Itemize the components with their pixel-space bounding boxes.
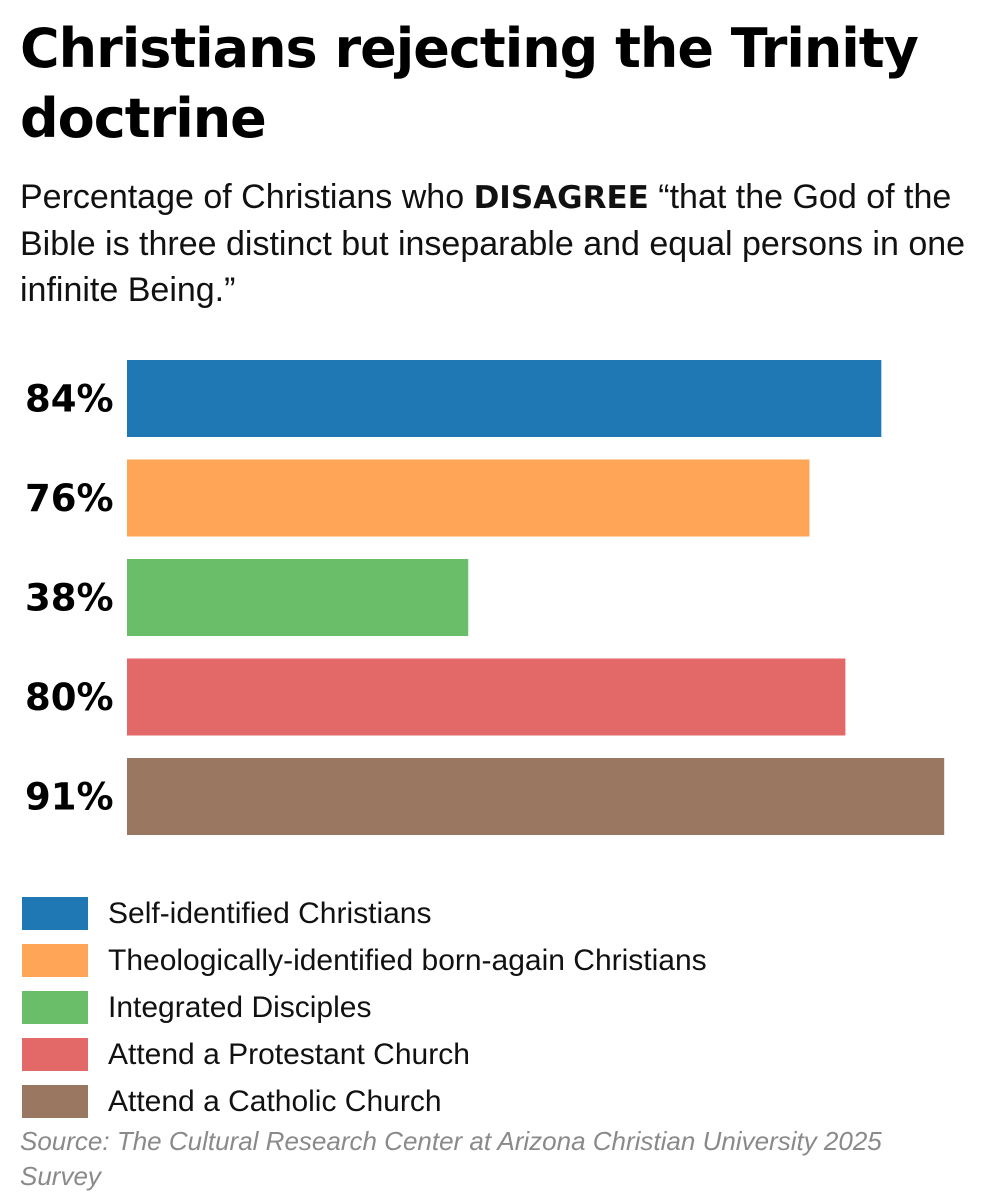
bar-value-label-4: 80%	[25, 676, 114, 719]
legend-label: Attend a Protestant Church	[108, 1037, 470, 1071]
bar-3	[127, 559, 469, 636]
subtitle-emphasis: DISAGREE	[473, 180, 649, 216]
legend-item: Attend a Catholic Church	[22, 1078, 707, 1125]
legend-swatch	[22, 897, 88, 930]
bar-5	[127, 758, 945, 835]
bar-4	[127, 658, 846, 736]
legend-swatch	[22, 991, 88, 1024]
legend-item: Integrated Disciples	[22, 984, 707, 1031]
legend-item: Theologically-identified born-again Chri…	[22, 937, 707, 984]
chart-title: Christians rejecting the Trinity doctrin…	[20, 17, 919, 150]
bar-value-label-1: 84%	[25, 378, 114, 421]
legend-label: Theologically-identified born-again Chri…	[108, 943, 707, 977]
legend-item: Attend a Protestant Church	[22, 1031, 707, 1078]
source-note: Source: The Cultural Research Center at …	[20, 1126, 882, 1191]
subtitle-text-start: Percentage of Christians who	[20, 178, 474, 216]
chart-subtitle: Percentage of Christians who DISAGREE “t…	[20, 174, 980, 313]
legend-label: Integrated Disciples	[108, 990, 372, 1024]
legend-item: Self-identified Christians	[22, 890, 707, 937]
bar-value-label-2: 76%	[25, 477, 114, 520]
legend-label: Attend a Catholic Church	[108, 1084, 442, 1118]
legend-swatch	[22, 1038, 88, 1071]
subtitle-text-end: “that the God of the Bible is three dist…	[20, 178, 966, 309]
legend-swatch	[22, 944, 88, 977]
legend-label: Self-identified Christians	[108, 896, 432, 930]
legend: Self-identified Christians Theologically-…	[22, 890, 707, 1125]
legend-swatch	[22, 1085, 88, 1118]
bar-value-label-3: 38%	[25, 577, 114, 620]
bar-1	[127, 360, 882, 437]
bar-value-label-5: 91%	[25, 776, 114, 819]
bar-chart: 84% 76% 38% 80% 91%	[25, 360, 945, 835]
bar-2	[127, 459, 810, 537]
